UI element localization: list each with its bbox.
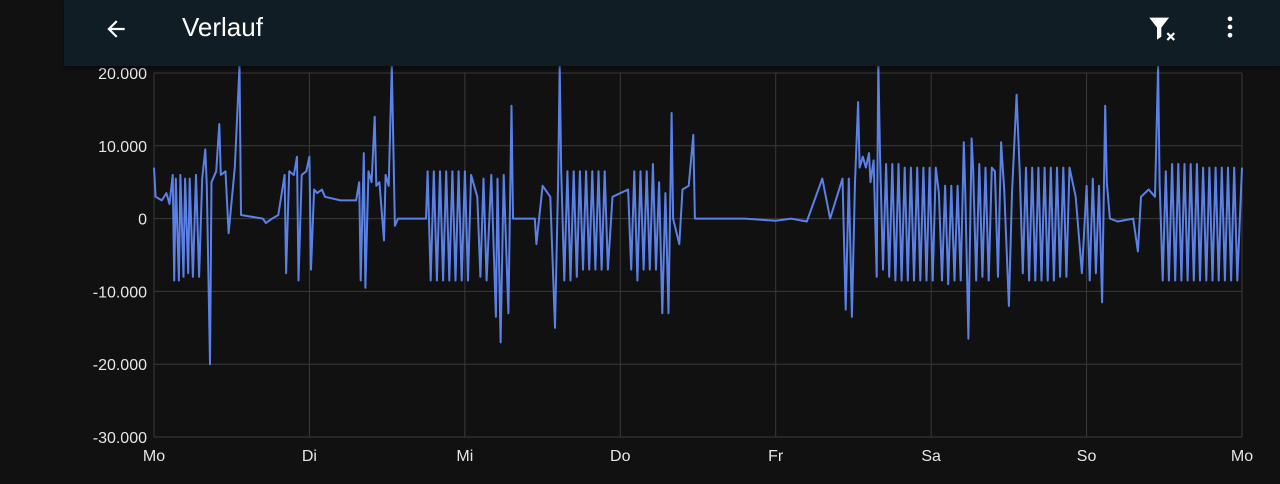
x-tick-label: Di <box>302 448 317 465</box>
app-bar: Verlauf <box>64 0 1280 66</box>
filter-remove-icon <box>1145 12 1179 46</box>
y-tick-label: 10.000 <box>98 139 147 156</box>
x-tick-labels: Mo Di Mi Do Fr Sa So Mo <box>143 448 1253 465</box>
overflow-menu-button[interactable] <box>1210 7 1250 47</box>
x-tick-label: Mo <box>143 448 165 465</box>
y-tick-label: -10.000 <box>93 284 147 301</box>
x-tick-label: Mi <box>456 448 473 465</box>
x-tick-label: So <box>1077 448 1097 465</box>
y-tick-label: -20.000 <box>93 357 147 374</box>
x-tick-label: Fr <box>768 448 784 465</box>
x-tick-label: Do <box>610 448 631 465</box>
page-title: Verlauf <box>182 12 263 42</box>
back-button[interactable] <box>96 9 136 49</box>
clear-filter-button[interactable] <box>1142 9 1182 49</box>
chart-series <box>154 58 1242 364</box>
y-tick-label: 0 <box>138 212 147 229</box>
x-tick-label: Sa <box>921 448 941 465</box>
x-tick-label: Mo <box>1231 448 1253 465</box>
y-tick-label: -30.000 <box>93 430 147 447</box>
chart-grid <box>154 73 1242 437</box>
arrow-left-icon <box>103 16 129 42</box>
more-vertical-icon <box>1216 13 1244 41</box>
y-tick-labels: 20.000 10.000 0 -10.000 -20.000 -30.000 <box>93 66 147 447</box>
y-tick-label: 20.000 <box>98 66 147 83</box>
series-line <box>154 58 1242 364</box>
